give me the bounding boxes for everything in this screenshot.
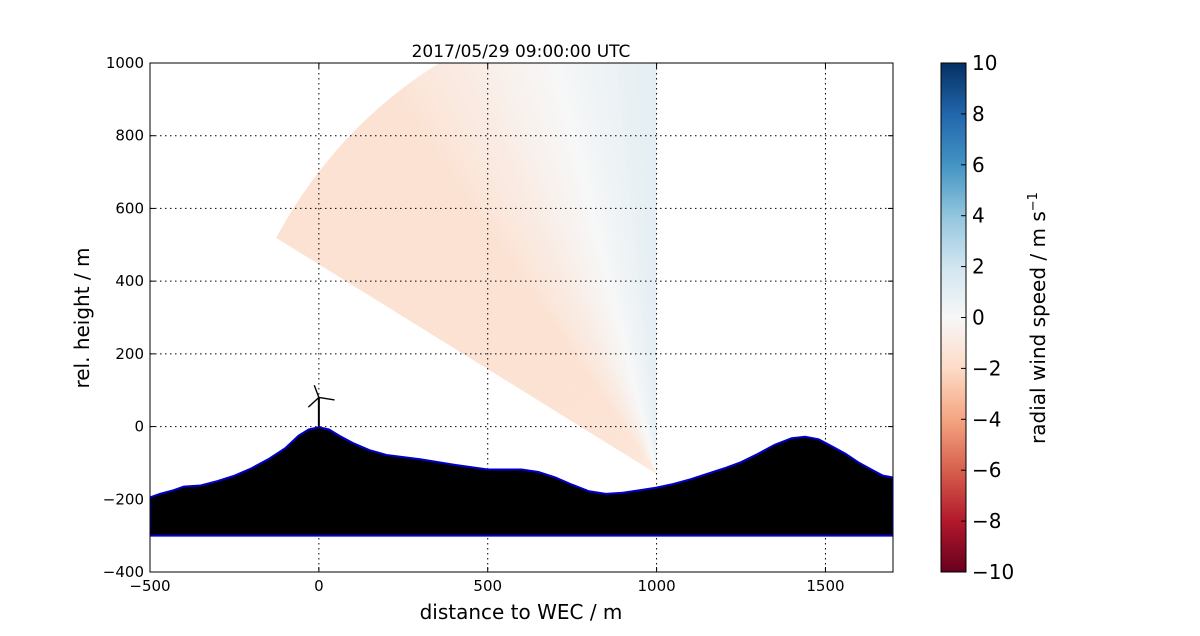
scan-beam [417, 73, 657, 474]
scan-beam [379, 101, 657, 474]
scan-beam [398, 86, 657, 474]
y-tick-label: 600 [115, 199, 144, 217]
colorbar-tick-label: −8 [972, 509, 1001, 533]
terrain-profile [150, 426, 893, 537]
y-tick-label: 0 [134, 418, 144, 436]
turbine-blade [313, 384, 320, 398]
colorbar-tick-label: −4 [972, 407, 1001, 431]
scan-beam [330, 151, 657, 474]
plot-frame [149, 62, 894, 573]
y-tick-label: 1000 [106, 54, 144, 72]
x-tick-label: −500 [129, 577, 170, 595]
colorbar-tick-label: 6 [972, 153, 985, 177]
y-tick-label: 400 [115, 272, 144, 290]
wind-turbine [307, 384, 335, 427]
scan-beam [315, 170, 657, 474]
colorbar-tick-label: 4 [972, 204, 985, 228]
y-tick-label: 800 [115, 127, 144, 145]
x-tick-label: 0 [314, 577, 324, 595]
colorbar-tick-label: 0 [972, 306, 985, 330]
scan-beam [345, 133, 657, 474]
scan-beam [362, 117, 657, 474]
scan-beam [385, 96, 657, 474]
scan-beam [340, 139, 657, 474]
y-tick-label: −400 [103, 563, 144, 581]
colorbar-tick-label: 10 [972, 51, 997, 75]
x-tick-label: 1500 [806, 577, 844, 595]
scan-beam [368, 111, 657, 474]
scan-beam [320, 163, 657, 474]
scan-beam [410, 77, 657, 474]
y-tick-label: −200 [103, 490, 144, 508]
y-axis-ticks: −400 −200 0 200 400 600 800 1000 [103, 54, 893, 581]
colorbar-ticks: 10 8 6 4 2 0 −2 −4 −6 −8 −10 [961, 51, 1014, 584]
y-axis-label: rel. height / m [70, 247, 94, 388]
turbine-blade [318, 396, 335, 401]
scan-beam [324, 157, 657, 474]
scan-beam [430, 64, 657, 474]
scan-beam [404, 81, 657, 474]
colorbar-tick-label: −10 [972, 560, 1014, 584]
x-tick-label: 500 [473, 577, 502, 595]
colorbar-label-main: radial wind speed / m s [1026, 211, 1050, 444]
scan-beam [284, 216, 657, 474]
scan-beam [280, 223, 657, 474]
scan-beam [296, 196, 657, 474]
scan-beam [301, 189, 657, 474]
scan-beam [436, 63, 657, 474]
colorbar-tick-label: −2 [972, 356, 1001, 380]
scan-beam [292, 202, 657, 474]
x-axis-label: distance to WEC / m [420, 600, 623, 624]
lidar-scan-sector [276, 63, 657, 474]
scan-beam [423, 68, 657, 474]
x-axis-ticks: −500 0 500 1000 1500 [129, 63, 845, 595]
scan-beam [305, 182, 657, 474]
chart-title: 2017/05/29 09:00:00 UTC [412, 42, 631, 62]
scan-beam [356, 122, 657, 474]
scan-beam [351, 128, 657, 474]
x-tick-label: 1000 [637, 577, 675, 595]
colorbar-label: radial wind speed / m s−1 [1026, 192, 1050, 444]
scan-beam [310, 176, 657, 474]
scan-beam [335, 145, 657, 474]
colorbar-tick-label: −6 [972, 458, 1001, 482]
colorbar-tick-label: 8 [972, 102, 985, 126]
colorbar-label-superscript: −1 [1026, 192, 1041, 211]
turbine-blade [307, 396, 320, 408]
scan-beam [392, 91, 657, 474]
scan-beam [288, 209, 657, 474]
scan-beam [374, 106, 657, 474]
colorbar-tick-label: 2 [972, 255, 985, 279]
y-tick-label: 200 [115, 345, 144, 363]
scan-beam [276, 230, 657, 474]
